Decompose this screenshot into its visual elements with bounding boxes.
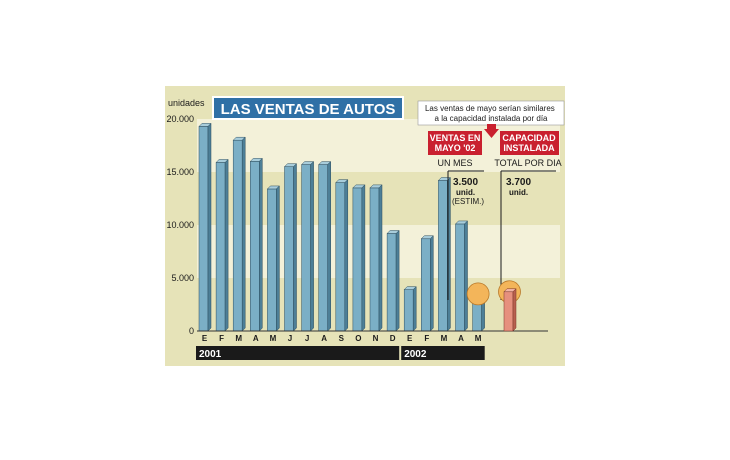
x-tick-label: A — [253, 334, 259, 343]
capacity-unit: unid. — [509, 188, 528, 197]
y-tick-label: 0 — [189, 326, 194, 336]
x-tick-label: F — [424, 334, 429, 343]
down-arrow-icon — [484, 124, 499, 138]
bar — [318, 160, 332, 332]
capacity-label-box — [500, 131, 559, 155]
x-tick-label: J — [288, 334, 292, 343]
x-tick-label: M — [270, 334, 277, 343]
note-box — [417, 100, 565, 126]
x-tick-label: E — [407, 334, 413, 343]
x-tick-label: M — [475, 334, 482, 343]
capacity-subtitle: TOTAL POR DIA — [494, 158, 561, 168]
x-tick-label: N — [373, 334, 379, 343]
x-tick-label: A — [321, 334, 327, 343]
bar — [215, 158, 229, 332]
bar — [403, 286, 417, 332]
sales-may-label-box — [428, 131, 482, 155]
y-tick-label: 5.000 — [171, 273, 194, 283]
capacity-value: 3.700 — [506, 177, 531, 188]
bar — [369, 184, 383, 332]
bar — [283, 163, 298, 332]
x-tick-label: D — [390, 334, 396, 343]
sales-may-label: VENTAS EN MAYO '02 — [430, 133, 481, 153]
year-band — [196, 346, 400, 360]
x-tick-label: M — [441, 334, 448, 343]
year-label: 2002 — [404, 349, 427, 360]
x-tick-label: E — [202, 334, 208, 343]
x-tick-label: S — [339, 334, 345, 343]
note-text: Las ventas de mayo serían similares a la… — [425, 104, 557, 123]
x-tick-label: J — [305, 334, 309, 343]
y-tick-label: 20.000 — [166, 114, 194, 124]
title-box — [212, 96, 404, 120]
x-tick-label: M — [235, 334, 242, 343]
bar — [300, 160, 315, 332]
y-tick-label: 15.000 — [166, 167, 194, 177]
bar — [335, 178, 349, 332]
sales-may-value: 3.500 — [453, 177, 478, 188]
sales-may-subtitle: UN MES — [437, 158, 472, 168]
capacity-label: CAPACIDAD INSTALADA — [502, 133, 556, 153]
bar — [437, 176, 452, 332]
year-band — [401, 346, 485, 360]
x-tick-label: O — [355, 334, 361, 343]
sales-may-estimate: (ESTIM.) — [452, 197, 484, 206]
sales-may-unit: unid. — [456, 188, 475, 197]
y-axis-label: unidades — [168, 98, 205, 108]
chart-title: LAS VENTAS DE AUTOS — [221, 101, 396, 118]
capacity-bar — [503, 288, 517, 332]
year-label: 2001 — [199, 349, 222, 360]
x-tick-label: A — [458, 334, 464, 343]
bar — [454, 220, 469, 332]
y-tick-label: 10.000 — [166, 220, 194, 230]
x-tick-label: F — [219, 334, 224, 343]
highlight-circle — [466, 282, 490, 306]
bar — [232, 136, 246, 332]
bar — [386, 229, 400, 332]
bar — [266, 185, 281, 332]
bar — [420, 235, 434, 332]
bar — [352, 184, 366, 332]
bar — [198, 122, 212, 332]
bar — [249, 157, 263, 332]
